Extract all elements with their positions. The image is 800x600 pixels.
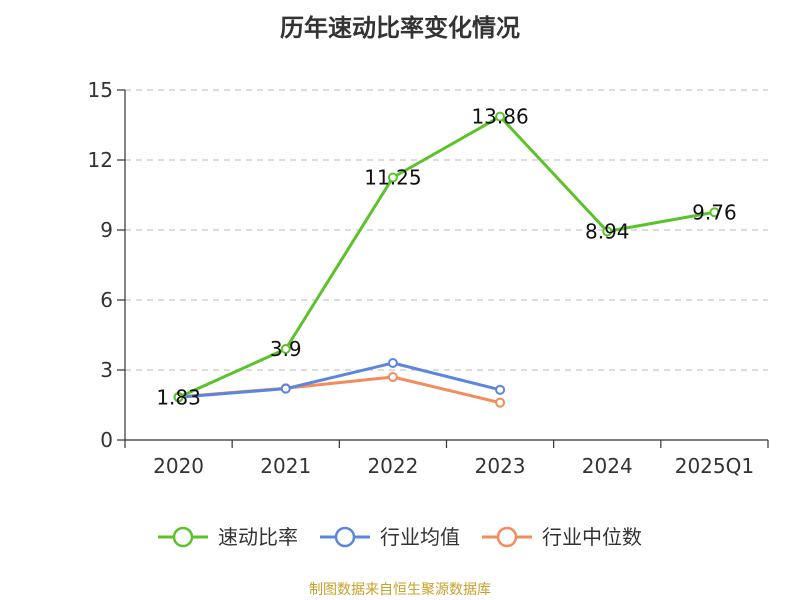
data-point [173,392,184,403]
y-tick-label: 9 [100,218,113,242]
data-label: 1.83 [156,385,201,409]
x-tick-label: 2025Q1 [675,454,754,478]
data-point [495,397,506,408]
series-line [178,375,501,405]
series-line [177,115,715,399]
data-label: 9.76 [692,200,737,224]
y-tick-label: 12 [88,148,113,172]
legend-item[interactable]: 行业中位数 [482,525,642,549]
data-point [495,384,506,395]
y-tick-label: 15 [88,78,113,102]
x-tick-label: 2020 [153,454,204,478]
legend-item[interactable]: 行业均值 [320,525,460,549]
x-tick-label: 2023 [475,454,526,478]
y-tick-label: 0 [100,428,113,452]
data-point [602,226,613,237]
data-label: 8.94 [585,219,630,243]
legend-label: 行业中位数 [542,525,642,549]
x-tick-label: 2021 [260,454,311,478]
data-point [280,344,291,354]
chart-title: 历年速动比率变化情况 [280,14,520,42]
series-lines [173,111,720,408]
data-labels: 1.83 3.9 11.25 13.86 8.94 9.76 [156,105,736,410]
axes: 0 3 6 9 12 15 2020 2021 2022 2023 2024 2025Q1 [88,78,769,478]
data-label: 3.9 [270,337,302,361]
x-tick-label: 2024 [582,454,633,478]
legend-item[interactable]: 速动比率 [158,525,298,549]
data-point [387,358,398,368]
legend-label: 行业均值 [380,525,460,549]
legend-marker [334,526,356,548]
data-label: 11.25 [364,166,421,190]
legend-marker [496,526,518,548]
y-tick-label: 3 [100,358,113,382]
gridlines [125,89,768,371]
source-note: 制图数据来自恒生聚源数据库 [309,582,491,598]
data-point [280,383,291,394]
data-point [387,172,398,183]
legend-label: 速动比率 [218,525,298,549]
data-point [495,111,506,122]
y-tick-label: 6 [100,288,113,312]
data-point [387,372,398,382]
legend[interactable]: 速动比率 行业均值 行业中位数 [158,525,642,549]
legend-marker [172,526,194,548]
data-point [709,207,720,218]
x-tick-label: 2022 [367,454,418,478]
series-line [178,361,501,399]
data-label: 13.86 [471,105,528,129]
